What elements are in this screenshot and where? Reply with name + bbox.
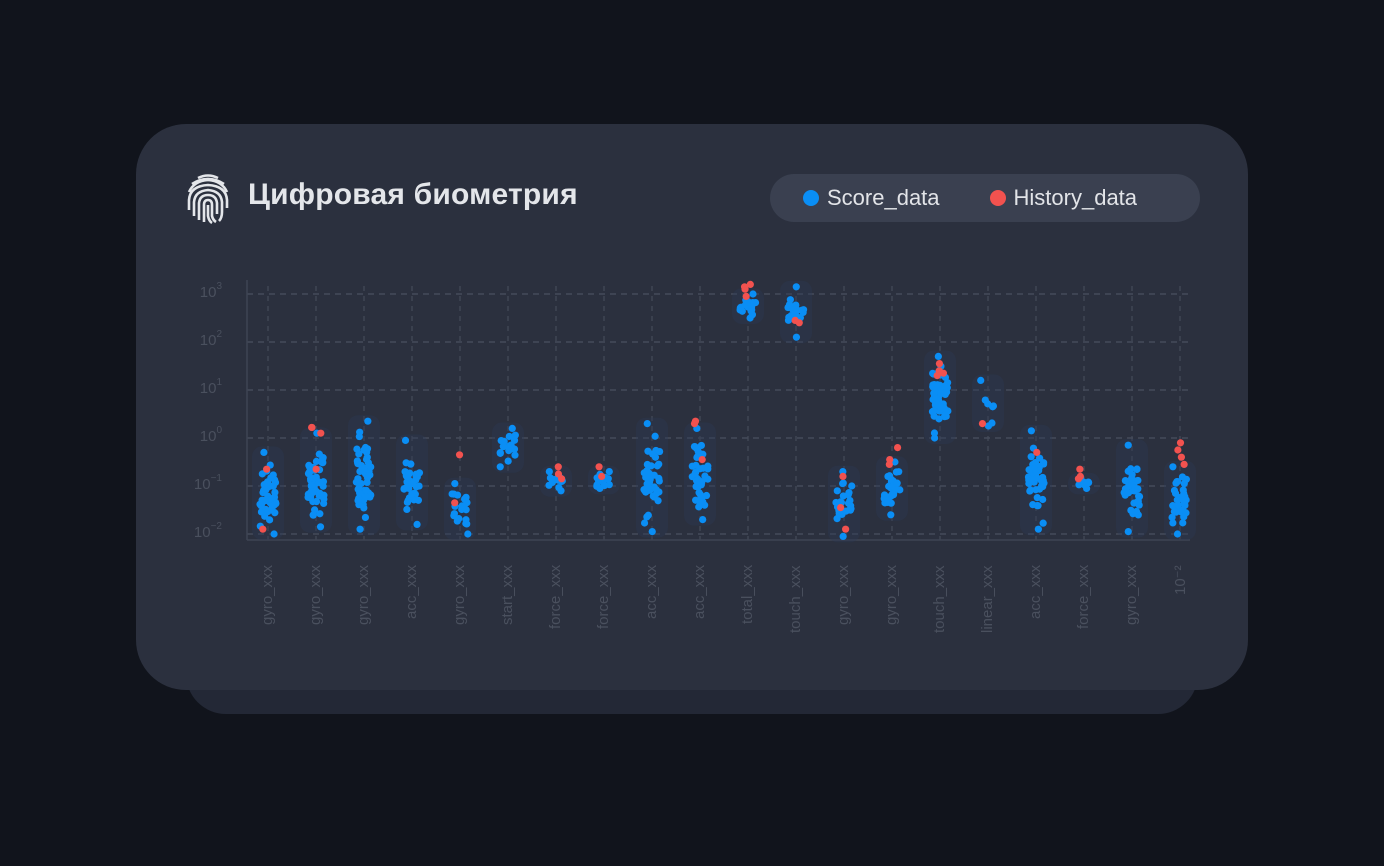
legend-label: History_data (1013, 185, 1138, 210)
legend-item-score-data[interactable]: Score_data (803, 185, 940, 211)
score-dot-icon (803, 190, 819, 206)
page-title: Цифровая биометрия (248, 178, 578, 211)
legend-label: Score_data (827, 185, 940, 210)
legend-item-history-data[interactable]: History_data (989, 185, 1138, 211)
fingerprint-icon (186, 172, 230, 225)
history-dot-icon (989, 190, 1006, 206)
chart-legend: Score_data History_data (770, 174, 1200, 222)
